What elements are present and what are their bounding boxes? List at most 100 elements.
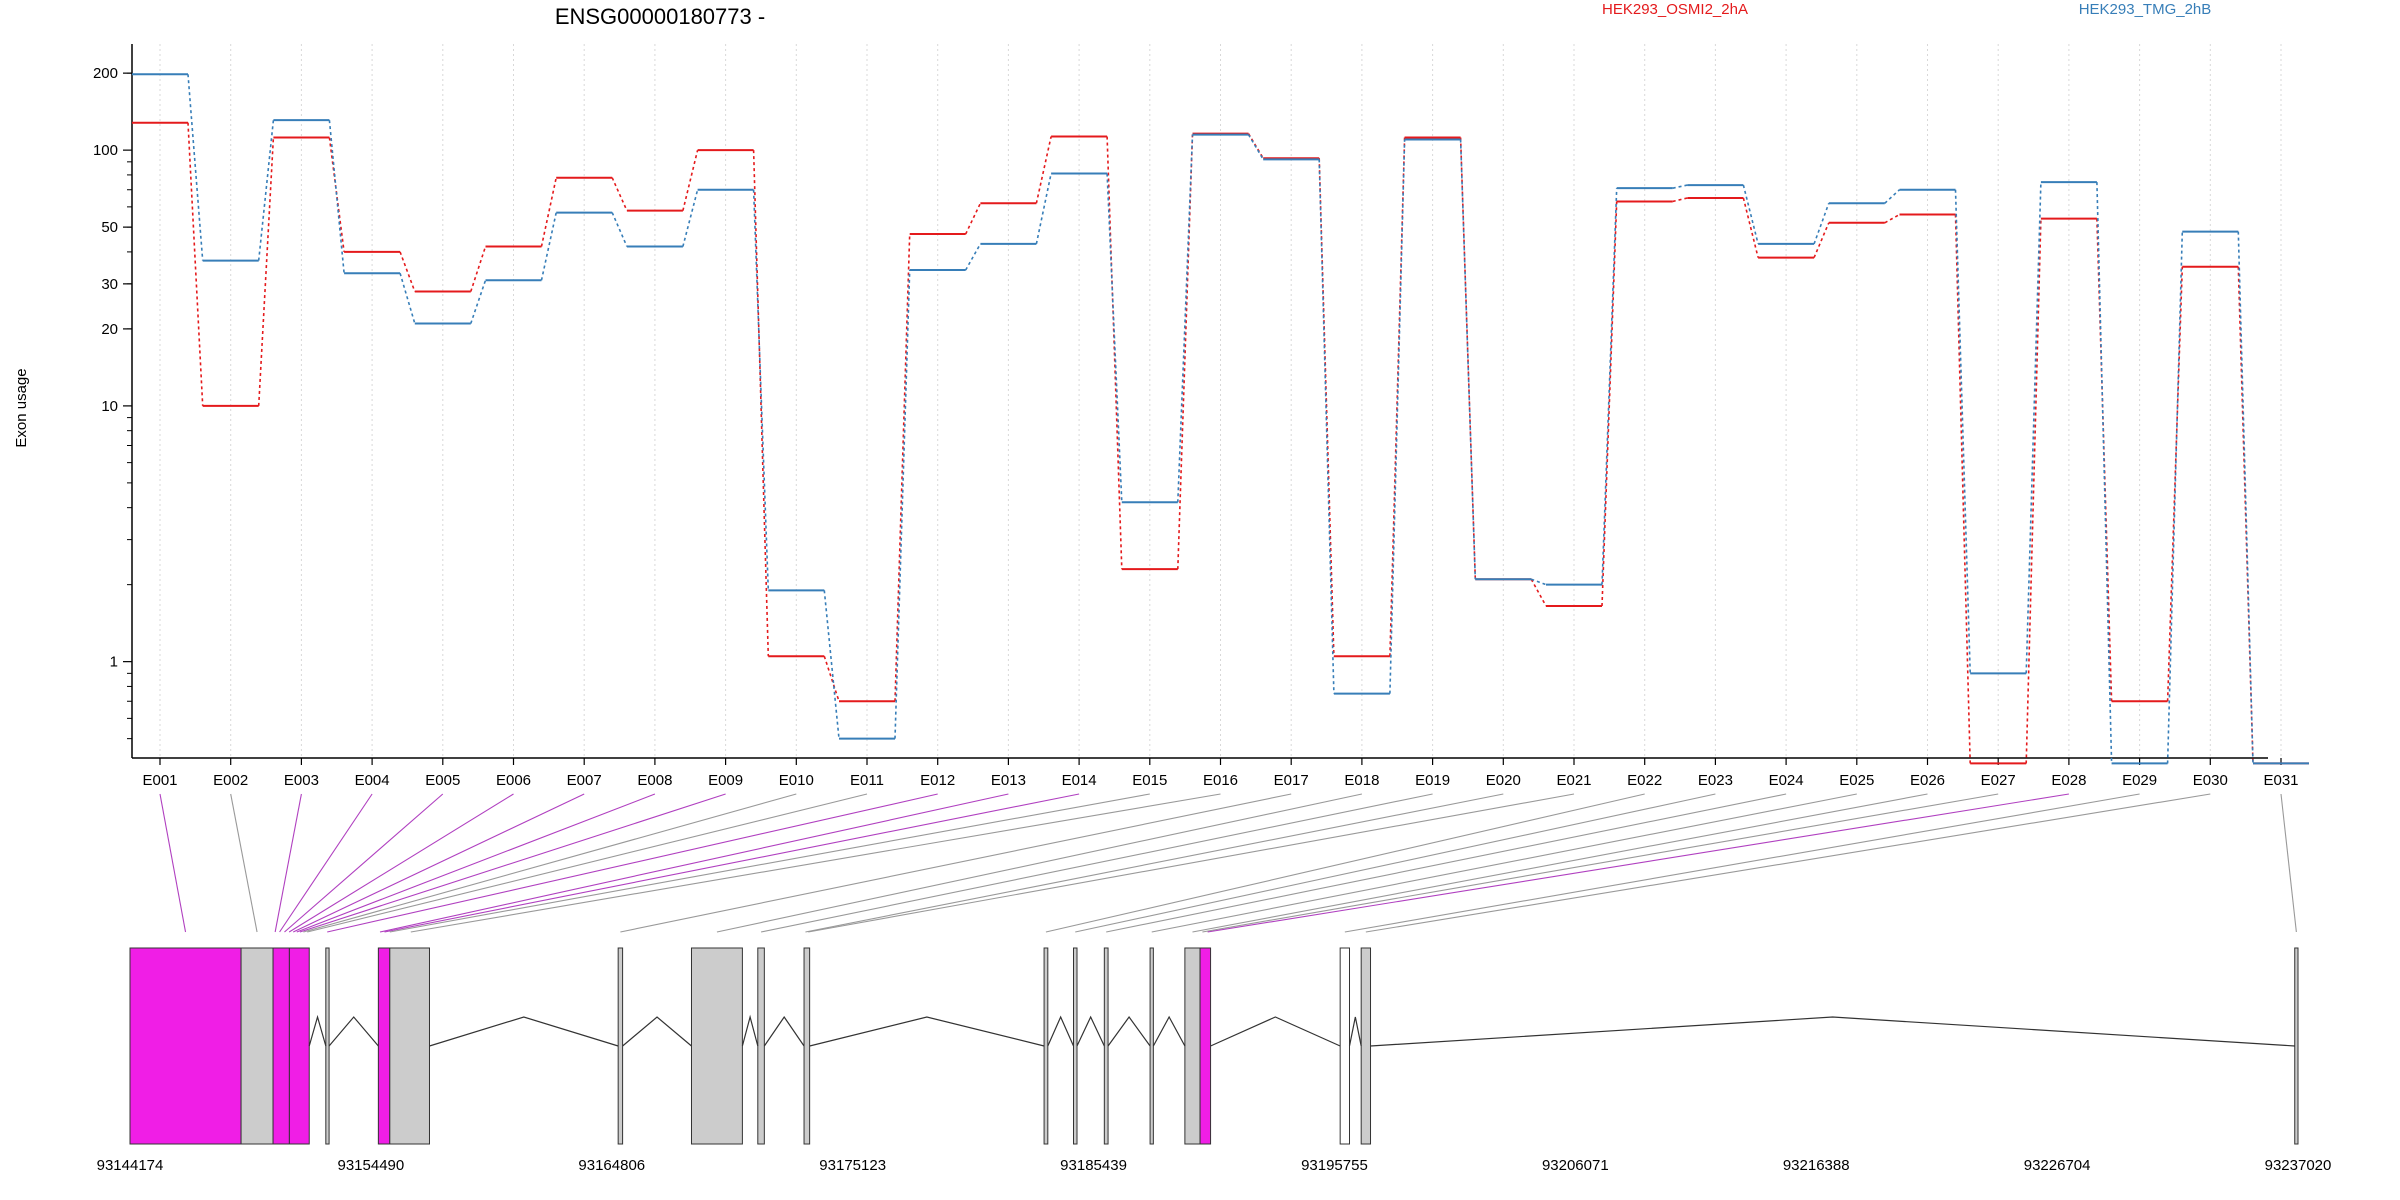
series-connector — [1389, 139, 1406, 694]
y-tick-label: 30 — [101, 276, 118, 293]
intron-line — [1370, 1016, 2295, 1047]
exon-connector — [805, 793, 1504, 933]
x-tick-label: E018 — [1344, 772, 1379, 789]
x-tick-label: E003 — [284, 772, 319, 789]
exon-connector — [327, 793, 938, 933]
series-connector — [1459, 139, 1477, 580]
genomic-coordinate-label: 93185439 — [1060, 1157, 1127, 1174]
series-connector — [399, 251, 416, 292]
exon-connector — [410, 793, 1221, 933]
series-connector — [1954, 189, 1971, 674]
x-tick-label: E029 — [2122, 772, 2157, 789]
exon-connector-lines — [159, 793, 2297, 933]
series-connector — [1035, 173, 1052, 245]
series-connector — [2237, 231, 2254, 764]
x-tick-label: E022 — [1627, 772, 1662, 789]
x-tick-label: E017 — [1274, 772, 1309, 789]
y-tick-label: 20 — [101, 321, 118, 338]
intron-line — [1210, 1016, 1341, 1047]
exon-connector — [296, 793, 656, 933]
x-axis-ticks: E001 E002 E003 E004 E005 E006 E007 E008 E009 E010… — [142, 758, 2299, 789]
series-connector — [611, 177, 628, 211]
series-connector — [1742, 197, 1759, 258]
legend-entry-condition-a: HEK293_OSMI2_2hA — [1602, 1, 1748, 18]
exon-connector — [274, 793, 302, 933]
series-connector — [894, 269, 911, 739]
series-connector — [1247, 134, 1264, 160]
exon-connector — [299, 793, 726, 933]
exon-box — [2294, 947, 2299, 1145]
series-connector — [752, 189, 770, 591]
y-tick-label: 10 — [101, 398, 118, 415]
series-group — [132, 121, 2309, 765]
exon-box — [1360, 947, 1372, 1145]
exon-connector — [2280, 793, 2297, 933]
series-connector — [1530, 578, 1547, 607]
intron-line — [763, 1015, 805, 1047]
genomic-coordinate-label: 93237020 — [2265, 1157, 2332, 1174]
x-tick-label: E011 — [850, 772, 884, 789]
exon-connector — [284, 793, 444, 933]
y-tick-label: 200 — [93, 65, 118, 82]
genomic-coordinate-label: 93144174 — [97, 1157, 164, 1174]
exon-connector — [760, 793, 1433, 933]
series-connector — [823, 590, 840, 739]
series-connector — [470, 279, 487, 324]
series-connector — [328, 137, 345, 253]
series-connector — [1813, 202, 1830, 245]
exon-connector — [303, 793, 797, 933]
series-connector — [1672, 197, 1688, 203]
exon-connector — [1365, 793, 2211, 933]
intron-line — [741, 1014, 759, 1047]
x-tick-label: E016 — [1203, 772, 1238, 789]
x-tick-label: E024 — [1769, 772, 1804, 789]
exon-box — [803, 947, 811, 1145]
x-tick-label: E007 — [567, 772, 602, 789]
series-connector — [1106, 173, 1123, 503]
series-connector — [1601, 201, 1618, 607]
x-tick-label: E020 — [1486, 772, 1521, 789]
x-tick-label: E008 — [637, 772, 672, 789]
intron-line — [1152, 1015, 1186, 1047]
exon-connector — [384, 793, 1080, 933]
series-connector — [540, 177, 557, 247]
series-connector — [894, 233, 911, 702]
x-tick-label: E025 — [1839, 772, 1874, 789]
exon-connector — [389, 793, 1150, 933]
exon-box — [129, 947, 242, 1145]
series-connector — [611, 212, 628, 247]
x-tick-label: E009 — [708, 772, 743, 789]
exon-connector — [1192, 793, 1928, 933]
genomic-coordinate-label: 93206071 — [1542, 1157, 1609, 1174]
y-tick-label: 1 — [110, 654, 118, 671]
series-connector — [2025, 182, 2042, 674]
series-connector — [682, 149, 699, 211]
exon-connector — [1207, 793, 2069, 933]
x-tick-label: E014 — [1062, 772, 1097, 789]
series-connector — [328, 120, 345, 274]
exon-connector — [279, 793, 373, 933]
genomic-coordinate-label: 93216388 — [1783, 1157, 1850, 1174]
x-tick-label: E031 — [2263, 772, 2298, 789]
exon-connector — [293, 793, 585, 933]
series-connector — [1531, 578, 1547, 586]
series-connector — [257, 120, 275, 261]
exon-connector — [1344, 793, 2140, 933]
exon-box — [690, 947, 743, 1145]
series-connector — [1318, 158, 1335, 657]
exon-box — [1073, 947, 1078, 1145]
series-connector — [2166, 266, 2184, 702]
exon-box — [288, 947, 310, 1145]
genomic-coordinate-labels: 93144174 93154490 93164806 93175123 93185439… — [97, 1157, 2332, 1174]
exon-connector — [808, 793, 1575, 933]
series-connector — [1177, 134, 1194, 503]
y-axis-label: Exon usage — [13, 368, 30, 447]
genomic-coordinate-label: 93195755 — [1301, 1157, 1368, 1174]
y-tick-label: 50 — [101, 219, 118, 236]
exon-connector — [1075, 793, 1716, 933]
genomic-coordinate-label: 93164806 — [578, 1157, 645, 1174]
series-connector — [187, 122, 204, 406]
exon-connector — [716, 793, 1363, 933]
exon-connector — [620, 793, 1292, 933]
series-connector — [965, 243, 982, 271]
